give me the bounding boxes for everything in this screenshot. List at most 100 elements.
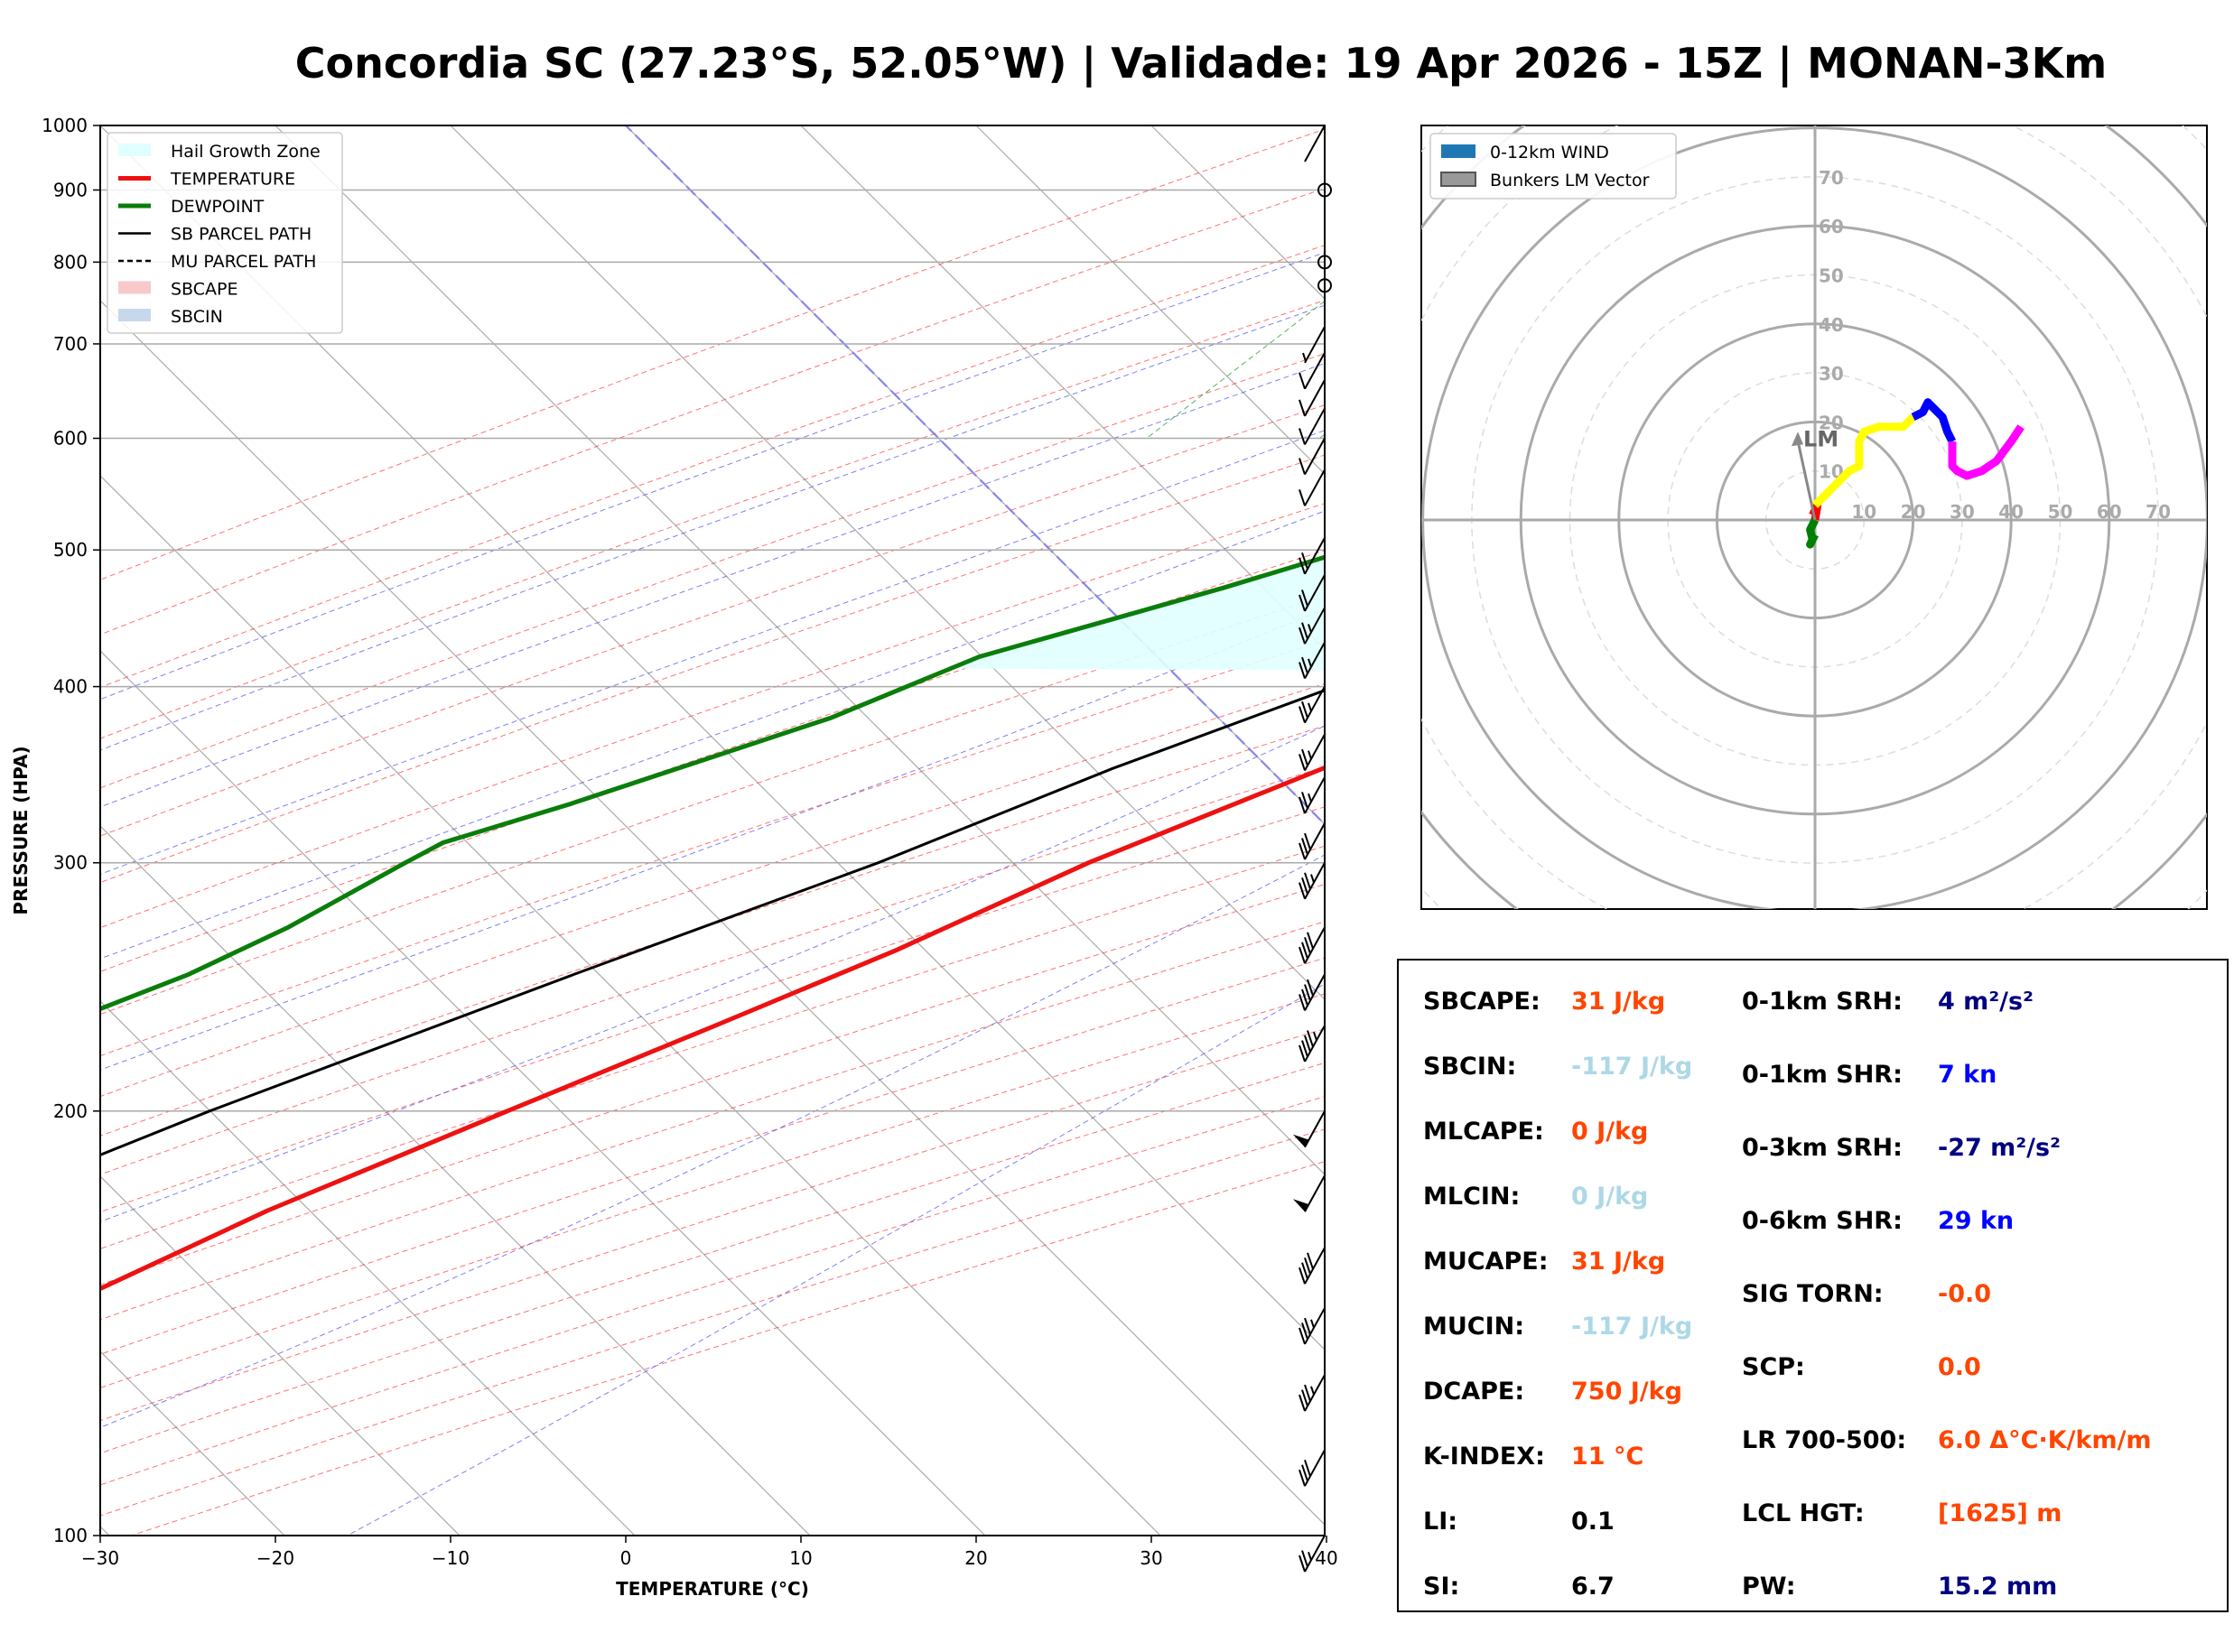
barb-full [1301, 988, 1308, 1007]
barb-full [1301, 1550, 1308, 1567]
barb-half [1308, 658, 1312, 668]
dry-adiabat [100, 766, 1325, 1175]
x-axis-label: TEMPERATURE (°C) [616, 1578, 809, 1600]
param-row: PW: 15.2 mm [1742, 1573, 2057, 1601]
param-row: LR 700-500: 6.0 Δ°C·K/km/m [1742, 1426, 2152, 1454]
isotherm [100, 1175, 461, 1536]
barb-staff [1304, 352, 1326, 390]
calm-circle [1317, 182, 1332, 198]
wind-barb [1293, 1110, 1326, 1148]
isotherm [275, 125, 1325, 1175]
legend-item: SB PARCEL PATH [118, 225, 312, 245]
barb-full [1301, 1323, 1308, 1340]
wind-barb [1293, 1174, 1326, 1212]
lm-arrowhead [1791, 432, 1803, 447]
hodo-legend-box [1429, 133, 1677, 200]
barb-staff [1304, 1025, 1326, 1063]
barb-full [1301, 1464, 1308, 1482]
legend-item: Hail Growth Zone [118, 142, 321, 162]
barb-full [1299, 796, 1306, 814]
barb-half [1310, 1386, 1315, 1396]
isotherm [800, 125, 1325, 650]
barb-staff [1304, 438, 1326, 476]
lm-vector [1796, 440, 1817, 521]
param-value: 4 m²/s² [1938, 988, 2034, 1016]
legend-label: SBCAPE [171, 280, 238, 300]
legend-item: DEWPOINT [118, 197, 265, 217]
param-label: SBCIN: [1423, 1053, 1516, 1081]
barb-half [1308, 1551, 1312, 1561]
barb-full [1299, 458, 1306, 475]
barb-full [1301, 838, 1308, 855]
xtick-label: −10 [432, 1547, 470, 1569]
barb-staff [1304, 862, 1326, 900]
param-value: -117 J/kg [1571, 1313, 1692, 1341]
legend-swatch [118, 144, 151, 156]
barb-full [1304, 1317, 1311, 1335]
param-label: SI: [1423, 1573, 1459, 1601]
ring-label-x: 10 [1851, 501, 1876, 523]
barb-half [1308, 702, 1312, 712]
barb-full [1299, 1327, 1306, 1345]
lm-label: LM [1803, 426, 1838, 451]
dry-adiabat [100, 300, 1325, 739]
series-sb-parcel-path [100, 689, 1325, 1156]
legend-label: SBCIN [171, 307, 223, 327]
moist-adiabat [100, 362, 1325, 808]
series-temperature [100, 765, 1325, 1292]
moist-adiabat [100, 608, 1325, 1071]
param-row: MUCIN: -117 J/kg [1423, 1313, 1692, 1341]
barb-full [1301, 792, 1308, 809]
legend-label: Hail Growth Zone [171, 142, 321, 162]
barb-full [1299, 1469, 1306, 1487]
wind-barb [1299, 1025, 1326, 1063]
barb-staff [1304, 1110, 1326, 1148]
wind-barb [1299, 862, 1326, 900]
legend-item: SBCIN [118, 307, 223, 327]
barb-staff [1304, 607, 1326, 645]
ytick-label: 200 [53, 1100, 88, 1122]
barb-staff [1304, 822, 1326, 860]
wind-barb [1317, 255, 1332, 270]
isotherm [100, 125, 1325, 1350]
barb-half [1310, 874, 1315, 883]
dry-adiabat [100, 725, 1325, 1137]
skewt-plot [100, 125, 1325, 1536]
barb-full [1301, 622, 1308, 640]
hodo-legend-label: Bunkers LM Vector [1490, 171, 1650, 190]
ring-label-y: 30 [1819, 363, 1844, 385]
dry-adiabat [100, 404, 1325, 837]
hodo-legend-swatch [1440, 172, 1476, 187]
barb-full [1301, 1040, 1308, 1057]
param-value: 31 J/kg [1571, 1248, 1665, 1276]
barb-flag [1293, 1199, 1309, 1212]
barb-full [1307, 932, 1314, 950]
param-value: 31 J/kg [1571, 988, 1665, 1016]
zero-isotherm [625, 125, 1325, 826]
barb-full [1301, 877, 1308, 895]
param-value: [1625] m [1938, 1499, 2062, 1527]
hodograph-trace [1811, 413, 1916, 508]
legend-label: SB PARCEL PATH [171, 225, 312, 245]
hodo-legend-item: Bunkers LM Vector [1440, 171, 1650, 190]
ytick-label: 700 [53, 333, 88, 355]
barb-full [1304, 1384, 1311, 1402]
dry-adiabat [100, 353, 1325, 789]
isotherm [100, 825, 811, 1536]
param-label: PW: [1742, 1573, 1796, 1601]
barb-staff [1304, 973, 1326, 1011]
param-row: SBCAPE: 31 J/kg [1423, 988, 1665, 1016]
legend-swatch [118, 309, 151, 321]
wind-barb [1299, 973, 1326, 1011]
param-value: 0.1 [1571, 1508, 1615, 1536]
param-value: -0.0 [1938, 1280, 1991, 1308]
barb-half [1308, 750, 1312, 760]
barb-full [1301, 942, 1308, 960]
barb-full [1304, 936, 1311, 954]
param-row: MLCAPE: 0 J/kg [1423, 1118, 1648, 1146]
wind-barb [1299, 642, 1326, 680]
barb-full [1299, 994, 1306, 1011]
legend-item: SBCAPE [118, 280, 238, 300]
